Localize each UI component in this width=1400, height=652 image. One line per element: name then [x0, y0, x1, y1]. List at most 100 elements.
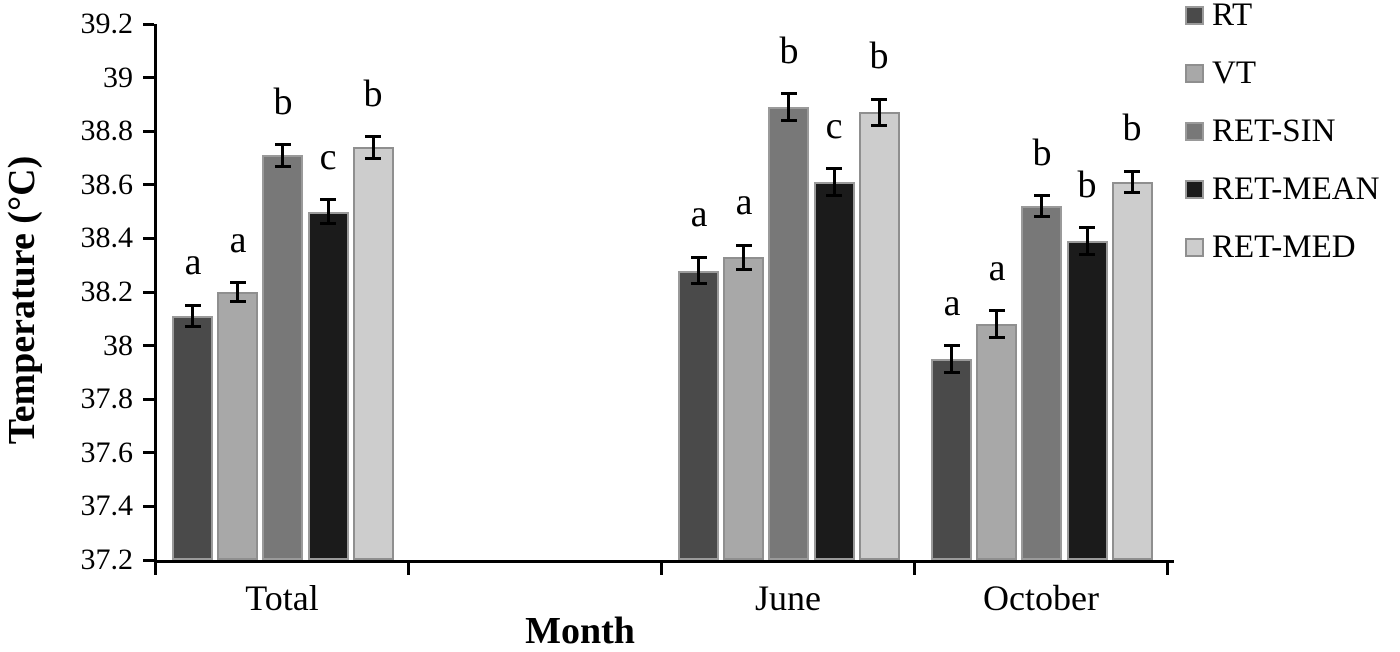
significance-letter: a: [690, 193, 708, 235]
y-tick-label: 37.8: [80, 382, 134, 415]
y-tick-label: 38.2: [80, 275, 134, 308]
error-bar-cap: [275, 143, 291, 146]
bar-ret-sin-total: [262, 155, 303, 560]
error-bar-cap: [826, 167, 842, 170]
error-bar-cap: [230, 281, 246, 284]
x-axis-line: [154, 560, 1174, 563]
error-bar-cap: [691, 256, 707, 259]
bar-ret-mean-october: [1067, 241, 1108, 560]
error-bar-cap: [736, 268, 752, 271]
y-tick: [143, 23, 154, 26]
legend-item-rt: RT: [1185, 0, 1379, 34]
legend-label: RET-MEAN: [1212, 171, 1380, 207]
error-bar-cap: [1124, 191, 1140, 194]
significance-letter: b: [869, 35, 889, 77]
significance-letter: b: [363, 73, 383, 115]
legend-swatch-icon: [1185, 121, 1204, 141]
category-label-total: Total: [245, 578, 319, 618]
bar-vt-total: [217, 292, 258, 560]
y-tick-label: 37.4: [80, 489, 134, 522]
y-tick: [143, 451, 154, 454]
legend-label: RET-SIN: [1212, 113, 1336, 149]
y-tick: [143, 183, 154, 186]
error-bar: [1040, 196, 1043, 217]
error-bar-cap: [185, 325, 201, 328]
error-bar-cap: [989, 336, 1005, 339]
error-bar: [697, 257, 700, 284]
significance-letter: a: [735, 181, 753, 223]
legend-item-ret-med: RET-MED: [1185, 228, 1379, 266]
x-tick: [407, 560, 410, 575]
significance-letter: c: [825, 105, 843, 147]
legend-swatch-icon: [1185, 63, 1204, 83]
error-bar-cap: [691, 282, 707, 285]
significance-letter: a: [229, 219, 247, 261]
y-tick-label: 37.2: [80, 543, 134, 576]
error-bar-cap: [275, 165, 291, 168]
y-tick-label: 39: [103, 61, 133, 94]
significance-letter: b: [779, 30, 799, 72]
error-bar-cap: [1034, 215, 1050, 218]
error-bar-cap: [989, 309, 1005, 312]
category-label-october: October: [983, 578, 1099, 618]
significance-letter: a: [988, 247, 1006, 289]
legend: RT VT RET-SIN RET-MEAN RET-MED: [1185, 0, 1379, 286]
error-bar-cap: [944, 344, 960, 347]
x-axis-title: Month: [525, 610, 635, 652]
legend-swatch-icon: [1185, 179, 1204, 199]
error-bar: [281, 145, 284, 166]
y-tick: [143, 76, 154, 79]
legend-label: RT: [1212, 0, 1253, 33]
error-bar-cap: [781, 119, 797, 122]
error-bar-cap: [320, 198, 336, 201]
error-bar-cap: [944, 371, 960, 374]
y-tick-label: 38.4: [80, 221, 134, 254]
significance-letter: b: [273, 81, 293, 123]
error-bar-cap: [230, 300, 246, 303]
legend-item-ret-sin: RET-SIN: [1185, 112, 1379, 150]
error-bar-cap: [1034, 194, 1050, 197]
error-bar-cap: [1079, 226, 1095, 229]
y-tick: [143, 291, 154, 294]
error-bar-cap: [365, 135, 381, 138]
x-tick: [913, 560, 916, 575]
legend-label: RET-MED: [1212, 229, 1356, 265]
y-tick: [143, 398, 154, 401]
error-bar: [1086, 228, 1089, 255]
error-bar: [1131, 171, 1134, 192]
error-bar-cap: [185, 304, 201, 307]
significance-letter: a: [943, 282, 961, 324]
y-tick: [143, 505, 154, 508]
legend-item-vt: VT: [1185, 54, 1379, 92]
bar-vt-june: [723, 257, 764, 560]
y-tick-label: 38.8: [80, 114, 134, 147]
x-tick: [660, 560, 663, 575]
error-bar: [995, 311, 998, 338]
bar-ret-med-october: [1112, 182, 1153, 560]
bar-rt-june: [678, 271, 719, 560]
y-tick: [143, 559, 154, 562]
y-tick-label: 37.6: [80, 436, 134, 469]
y-tick: [143, 237, 154, 240]
legend-item-ret-mean: RET-MEAN: [1185, 170, 1379, 208]
bar-rt-total: [172, 316, 213, 560]
significance-letter: a: [184, 241, 202, 283]
error-bar-cap: [781, 92, 797, 95]
error-bar-cap: [320, 222, 336, 225]
category-label-june: June: [755, 578, 821, 618]
error-bar-cap: [736, 244, 752, 247]
y-tick-label: 39.2: [80, 7, 134, 40]
error-bar: [191, 305, 194, 326]
error-bar-cap: [871, 98, 887, 101]
bar-ret-sin-june: [768, 107, 809, 560]
y-tick-label: 38.6: [80, 168, 134, 201]
bar-ret-mean-total: [308, 212, 349, 560]
legend-swatch-icon: [1185, 5, 1204, 25]
error-bar: [327, 200, 330, 224]
y-axis-line: [154, 24, 157, 563]
error-bar-cap: [365, 157, 381, 160]
error-bar: [372, 137, 375, 158]
error-bar: [742, 245, 745, 269]
y-tick-label: 38: [103, 329, 133, 362]
